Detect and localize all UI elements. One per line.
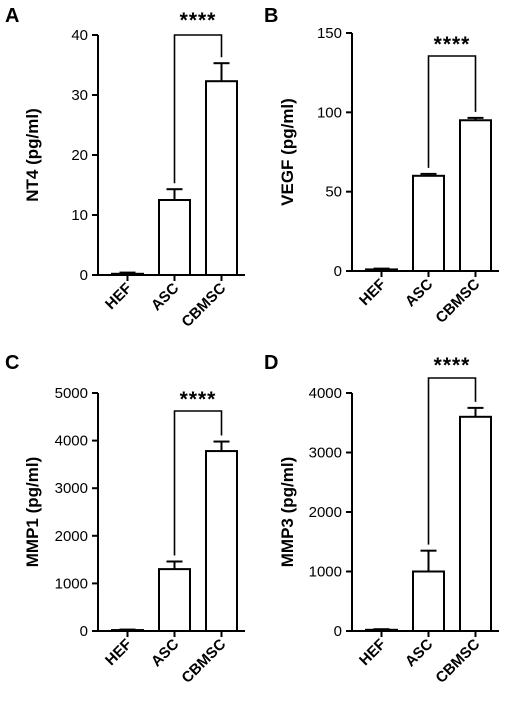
y-tick-label: 1000: [309, 564, 342, 581]
y-tick-label: 5000: [55, 385, 88, 402]
bar-cbmsc: [459, 415, 492, 632]
chart-panel-d: D MMP3 (pg/ml) 0 1000 2000 3000 4000 HEF ASCCBMS…: [264, 352, 499, 687]
x-tick-label: CBMSC: [178, 280, 229, 331]
y-tick-label: 10: [71, 207, 88, 224]
x-tick-label: ASC: [402, 276, 437, 311]
significance-label: ****: [434, 33, 471, 56]
chart-panel-c: C MMP1 (pg/ml) 0 1000 2000 3000 4000 5000 HEF ASC…: [5, 352, 245, 687]
bar-asc: [412, 570, 445, 632]
y-tick-label: 40: [71, 27, 88, 44]
y-tick-label: 0: [80, 623, 88, 640]
y-tick-label: 100: [317, 104, 342, 121]
y-tick-label: 30: [71, 87, 88, 104]
y-tick-label: 1000: [55, 575, 88, 592]
x-tick-label: HEF: [102, 280, 135, 313]
bar-asc: [158, 199, 191, 276]
y-tick-label: 3000: [55, 480, 88, 497]
x-tick-label: ASC: [148, 636, 183, 671]
y-tick-label: 2000: [55, 528, 88, 545]
panel-letter: A: [5, 5, 19, 27]
panel-letter: B: [264, 5, 278, 27]
bar-asc: [412, 174, 445, 272]
y-tick-label: 0: [80, 267, 88, 284]
x-tick-label: HEF: [356, 276, 389, 309]
bar-cbmsc: [205, 80, 238, 276]
x-tick-label: ASC: [402, 636, 437, 671]
bar-cbmsc: [205, 450, 238, 632]
y-tick-label: 2000: [309, 504, 342, 521]
x-tick-label: CBMSC: [432, 636, 483, 687]
significance-bracket: [427, 55, 477, 168]
y-axis-label: MMP3 (pg/ml): [278, 457, 297, 568]
x-tick-label: CBMSC: [178, 636, 229, 687]
significance-label: ****: [434, 354, 471, 377]
panel-letter: D: [264, 352, 278, 374]
x-tick-label: HEF: [356, 636, 389, 669]
y-tick-label: 3000: [309, 445, 342, 462]
y-axis-label: NT4 (pg/ml): [23, 108, 42, 202]
significance-label: ****: [180, 388, 217, 411]
bar-hef: [111, 272, 144, 276]
significance-bracket: [173, 410, 223, 556]
y-tick-label: 0: [334, 263, 342, 280]
significance-bracket: [427, 377, 477, 545]
y-tick-label: 20: [71, 147, 88, 164]
panel-letter: C: [5, 352, 19, 374]
bar-hef: [365, 268, 398, 272]
y-tick-label: 0: [334, 623, 342, 640]
y-tick-label: 150: [317, 25, 342, 42]
x-tick-label: CBMSC: [432, 276, 483, 327]
y-axis-label: MMP1 (pg/ml): [23, 457, 42, 568]
y-tick-label: 4000: [309, 385, 342, 402]
y-tick-label: 50: [325, 184, 342, 201]
bar-cbmsc: [459, 119, 492, 273]
significance-label: ****: [180, 9, 217, 32]
y-axis-label: VEGF (pg/ml): [278, 98, 297, 206]
x-tick-label: ASC: [148, 280, 183, 315]
significance-bracket: [173, 34, 223, 184]
x-tick-label: HEF: [102, 636, 135, 669]
y-tick-label: 4000: [55, 433, 88, 450]
bar-asc: [158, 568, 191, 632]
